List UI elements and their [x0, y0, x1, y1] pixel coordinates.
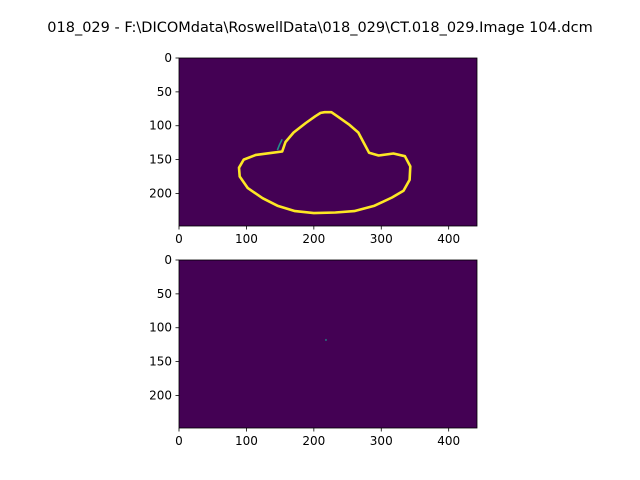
axes-frame — [178, 259, 478, 429]
x-tick-label: 100 — [235, 434, 258, 448]
mask-point — [325, 338, 327, 341]
y-tick-label: 150 — [149, 355, 172, 369]
x-tick-label: 400 — [437, 232, 460, 246]
bottom-subplot: 0 100 200 300 400 0 50 100 150 200 — [149, 253, 478, 448]
y-tick-label: 200 — [149, 186, 172, 200]
x-tick-label: 0 — [175, 434, 183, 448]
top-subplot: 0 100 200 300 400 0 50 100 150 200 — [149, 51, 478, 246]
y-tick-label: 100 — [149, 321, 172, 335]
y-tick-label: 100 — [149, 119, 172, 133]
image-background — [179, 260, 477, 428]
y-tick-label: 50 — [157, 85, 172, 99]
y-tick-label: 0 — [164, 51, 172, 65]
x-tick-label: 200 — [302, 232, 325, 246]
x-tick-label: 400 — [437, 434, 460, 448]
x-tick-label: 200 — [302, 434, 325, 448]
y-tick-label: 50 — [157, 287, 172, 301]
mask-contour — [237, 110, 412, 215]
axes-frame — [178, 57, 478, 227]
mask-contour-edge — [276, 138, 283, 151]
y-tick-label: 0 — [164, 253, 172, 267]
y-tick-label: 200 — [149, 388, 172, 402]
x-tick-label: 0 — [175, 232, 183, 246]
x-tick-label: 100 — [235, 232, 258, 246]
figure-title: 018_029 - F:\DICOMdata\RoswellData\018_0… — [47, 20, 593, 36]
x-tick-label: 300 — [370, 232, 393, 246]
x-tick-label: 300 — [370, 434, 393, 448]
y-tick-label: 150 — [149, 153, 172, 167]
image-background — [179, 58, 477, 226]
